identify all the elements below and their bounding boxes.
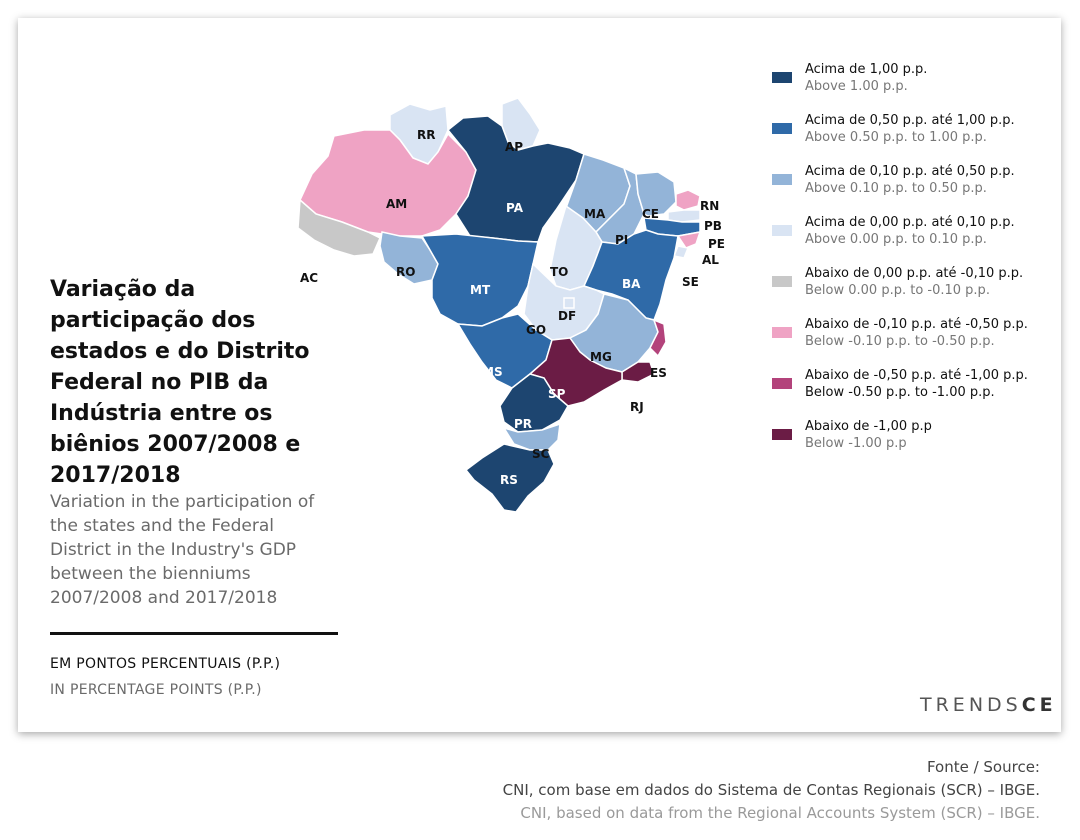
- unit-label-en: IN PERCENTAGE POINTS (P.P.): [50, 682, 262, 698]
- state-label-PE: PE: [708, 237, 725, 251]
- state-label-PA: PA: [506, 201, 524, 215]
- state-label-TO: TO: [550, 265, 568, 279]
- state-label-CE: CE: [642, 207, 659, 221]
- legend-swatch: [772, 429, 792, 440]
- state-label-MA: MA: [584, 207, 606, 221]
- legend-item: Acima de 0,50 p.p. até 1,00 p.p. Above 0…: [770, 113, 1055, 164]
- legend-label-pt: Acima de 0,10 p.p. até 0,50 p.p.: [805, 164, 1015, 179]
- state-label-PR: PR: [514, 417, 532, 431]
- legend-swatch: [772, 327, 792, 338]
- legend-label-pt: Abaixo de 0,00 p.p. até -0,10 p.p.: [805, 266, 1024, 281]
- map-legend: Acima de 1,00 p.p. Above 1.00 p.p. Acima…: [770, 62, 1055, 470]
- brazil-map: RR AP AM PA AC RO MT MA PI CE RN PB PE A…: [297, 97, 725, 513]
- state-AC: [297, 198, 381, 257]
- source-text-pt: CNI, com base em dados do Sistema de Con…: [502, 781, 1040, 799]
- state-label-GO: GO: [526, 323, 546, 337]
- state-MT: [420, 233, 539, 327]
- state-label-RN: RN: [700, 199, 719, 213]
- legend-label-en: Below -0.10 p.p. to -0.50 p.p.: [805, 334, 995, 349]
- state-label-PB: PB: [704, 219, 722, 233]
- state-label-RS: RS: [500, 473, 518, 487]
- state-AL: [676, 231, 702, 249]
- legend-item: Acima de 1,00 p.p. Above 1.00 p.p.: [770, 62, 1055, 113]
- infographic-card: Variação da participação dos estados e d…: [18, 18, 1061, 732]
- state-label-SP: SP: [548, 387, 566, 401]
- state-PR: [499, 373, 569, 433]
- state-label-BA: BA: [622, 277, 641, 291]
- source-text-en: CNI, based on data from the Regional Acc…: [520, 804, 1040, 822]
- legend-swatch: [772, 174, 792, 185]
- legend-swatch: [772, 225, 792, 236]
- legend-label-en: Above 0.50 p.p. to 1.00 p.p.: [805, 130, 987, 145]
- legend-item: Abaixo de 0,00 p.p. até -0,10 p.p. Below…: [770, 266, 1055, 317]
- state-DF: [563, 297, 575, 309]
- unit-label-pt: EM PONTOS PERCENTUAIS (P.P.): [50, 656, 281, 672]
- state-label-MS: MS: [482, 365, 503, 379]
- legend-label-en: Below -0.50 p.p. to -1.00 p.p.: [805, 385, 995, 400]
- state-label-AM: AM: [386, 197, 407, 211]
- state-label-AL: AL: [702, 253, 719, 267]
- state-label-SE: SE: [682, 275, 699, 289]
- legend-label-en: Below -1.00 p.p: [805, 436, 907, 451]
- map-title: Variação da participação dos estados e d…: [50, 277, 310, 488]
- legend-item: Acima de 0,00 p.p. até 0,10 p.p. Above 0…: [770, 215, 1055, 266]
- state-SC: [502, 422, 561, 451]
- state-label-MT: MT: [470, 283, 491, 297]
- legend-label-en: Above 0.10 p.p. to 0.50 p.p.: [805, 181, 987, 196]
- legend-item: Acima de 0,10 p.p. até 0,50 p.p. Above 0…: [770, 164, 1055, 215]
- divider: [50, 632, 338, 635]
- legend-label-pt: Abaixo de -1,00 p.p: [805, 419, 932, 434]
- state-CE: [635, 171, 677, 217]
- legend-label-pt: Abaixo de -0,10 p.p. até -0,50 p.p.: [805, 317, 1028, 332]
- state-label-AP: AP: [505, 140, 523, 154]
- legend-swatch: [772, 123, 792, 134]
- state-RS: [464, 443, 555, 513]
- state-PA: [446, 115, 585, 243]
- legend-swatch: [772, 72, 792, 83]
- state-label-RO: RO: [396, 265, 415, 279]
- legend-label-en: Above 0.00 p.p. to 0.10 p.p.: [805, 232, 987, 247]
- source-label: Fonte / Source:: [926, 758, 1040, 776]
- state-label-MG: MG: [590, 350, 612, 364]
- legend-item: Abaixo de -0,10 p.p. até -0,50 p.p. Belo…: [770, 317, 1055, 368]
- legend-label-pt: Acima de 0,50 p.p. até 1,00 p.p.: [805, 113, 1015, 128]
- legend-label-pt: Acima de 1,00 p.p.: [805, 62, 928, 77]
- logo-text-bold: CE: [1021, 694, 1057, 716]
- legend-swatch: [772, 378, 792, 389]
- map-subtitle: Variation in the participation of the st…: [50, 492, 315, 608]
- trendsce-logo: TRENDSCE: [920, 694, 1057, 716]
- state-label-RR: RR: [417, 128, 435, 142]
- legend-label-pt: Acima de 0,00 p.p. até 0,10 p.p.: [805, 215, 1015, 230]
- legend-item: Abaixo de -1,00 p.p Below -1.00 p.p: [770, 419, 1055, 470]
- state-label-RJ: RJ: [630, 400, 644, 414]
- legend-label-en: Above 1.00 p.p.: [805, 79, 908, 94]
- state-label-SC: SC: [532, 447, 550, 461]
- state-label-PI: PI: [615, 233, 628, 247]
- state-label-DF: DF: [558, 309, 576, 323]
- legend-swatch: [772, 276, 792, 287]
- state-label-AC: AC: [300, 271, 318, 285]
- legend-label-pt: Abaixo de -0,50 p.p. até -1,00 p.p.: [805, 368, 1028, 383]
- legend-item: Abaixo de -0,50 p.p. até -1,00 p.p. Belo…: [770, 368, 1055, 419]
- logo-text-light: TRENDS: [920, 694, 1022, 716]
- state-label-ES: ES: [650, 366, 667, 380]
- state-ES: [649, 318, 667, 358]
- state-RN: [675, 189, 701, 211]
- legend-label-en: Below 0.00 p.p. to -0.10 p.p.: [805, 283, 990, 298]
